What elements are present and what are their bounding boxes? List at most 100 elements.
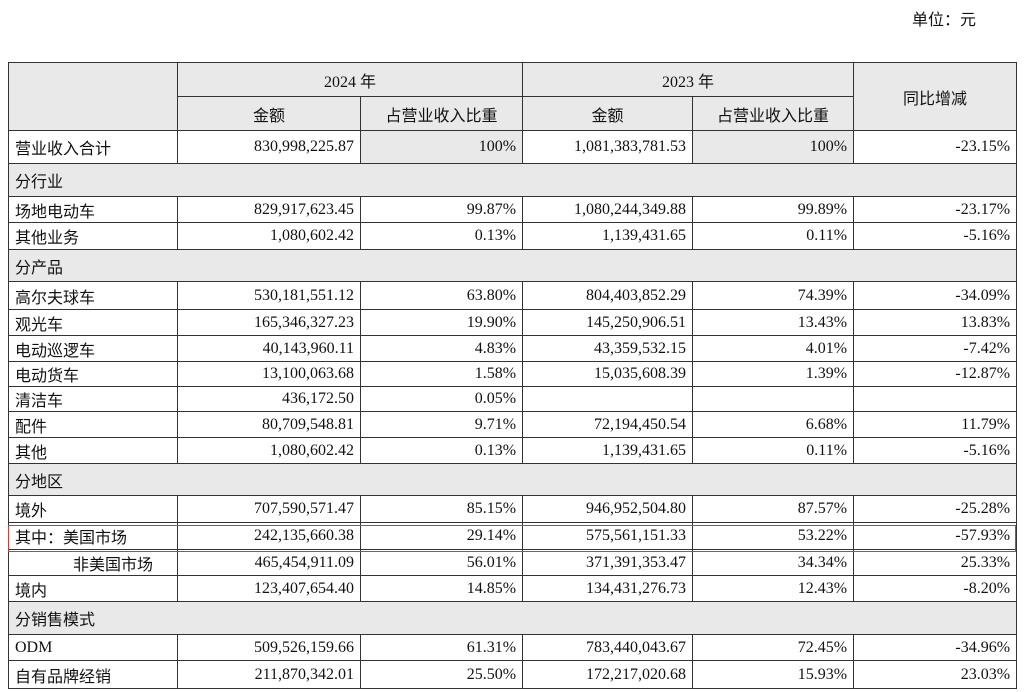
table-row: 清洁车 436,172.50 0.05% <box>8 386 1018 412</box>
value-cell: 25.33% <box>853 549 1018 576</box>
value-cell: 56.01% <box>359 549 524 576</box>
row-label: 电动巡逻车 <box>8 335 178 362</box>
table-row: 高尔夫球车 530,181,551.12 63.80% 804,403,852.29 7… <box>8 281 1018 310</box>
value-cell: 100% <box>692 130 855 164</box>
value-cell: 165,346,327.23 <box>177 309 361 336</box>
value-cell: -12.87% <box>853 361 1018 387</box>
value-cell: 34.34% <box>692 549 855 576</box>
table-row: 分产品 <box>7 249 1018 282</box>
value-cell: 4.83% <box>359 335 524 362</box>
value-cell: 211,870,342.01 <box>177 660 361 689</box>
value-cell: -8.20% <box>853 575 1018 602</box>
row-label: 其他 <box>8 437 178 464</box>
value-cell: 783,440,043.67 <box>522 634 694 661</box>
value-cell <box>853 386 1018 412</box>
value-cell: -5.16% <box>853 437 1018 464</box>
value-cell: 74.39% <box>692 281 855 310</box>
row-label: 观光车 <box>8 309 178 336</box>
header-cell: 2024 年 <box>176 62 524 97</box>
value-cell: -5.16% <box>853 222 1018 250</box>
value-cell: 575,561,151.33 <box>522 522 694 550</box>
value-cell: 830,998,225.87 <box>177 130 361 164</box>
value-cell: -57.93% <box>853 522 1018 550</box>
value-cell: -7.42% <box>853 335 1018 362</box>
value-cell: 804,403,852.29 <box>522 281 694 310</box>
value-cell: 0.13% <box>359 222 524 250</box>
row-label: ODM <box>8 634 178 661</box>
value-cell: 14.85% <box>359 575 524 602</box>
table-row: 自有品牌经销 211,870,342.01 25.50% 172,217,020.68… <box>8 660 1018 689</box>
table-row: 观光车 165,346,327.23 19.90% 145,250,906.51 13.… <box>8 309 1018 336</box>
table-row: 分地区 <box>7 463 1018 496</box>
section-cell: 分地区 <box>7 463 1018 496</box>
value-cell: 15,035,608.39 <box>522 361 694 387</box>
table-row: 场地电动车 829,917,623.45 99.87% 1,080,244,349.8… <box>8 196 1018 223</box>
table-row: 其他业务 1,080,602.42 0.13% 1,139,431.65 0.11% -5… <box>8 222 1018 250</box>
header-cell: 金额 <box>522 96 694 131</box>
section-cell: 分销售模式 <box>7 601 1018 635</box>
row-label: 境外 <box>8 495 178 523</box>
value-cell: 829,917,623.45 <box>177 196 361 223</box>
value-cell: 1,081,383,781.53 <box>522 130 694 164</box>
value-cell: 72,194,450.54 <box>522 411 694 438</box>
value-cell: -34.96% <box>853 634 1018 661</box>
value-cell: 61.31% <box>359 634 524 661</box>
value-cell: 0.05% <box>359 386 524 412</box>
value-cell: 172,217,020.68 <box>522 660 694 689</box>
value-cell: 100% <box>359 130 524 164</box>
row-label: 高尔夫球车 <box>8 281 178 310</box>
value-cell: -23.17% <box>853 196 1018 223</box>
value-cell: 63.80% <box>359 281 524 310</box>
table-row: 电动货车 13,100,063.68 1.58% 15,035,608.39 1.39%… <box>8 361 1018 387</box>
table-row: 营业收入合计 830,998,225.87 100% 1,081,383,781.53… <box>8 130 1018 164</box>
row-label: 营业收入合计 <box>8 130 178 164</box>
unit-label: 单位：元 <box>912 12 977 29</box>
value-cell: 134,431,276.73 <box>522 575 694 602</box>
value-cell: 707,590,571.47 <box>177 495 361 523</box>
row-label: 其中：美国市场 <box>8 522 178 550</box>
value-cell: 23.03% <box>853 660 1018 689</box>
value-cell: 530,181,551.12 <box>177 281 361 310</box>
value-cell: 4.01% <box>692 335 855 362</box>
table-row: 境外 707,590,571.47 85.15% 946,952,504.80 87.5… <box>8 495 1018 523</box>
value-cell: 99.89% <box>692 196 855 223</box>
row-label: 非美国市场 <box>8 549 178 576</box>
table-row: 境内 123,407,654.40 14.85% 134,431,276.73 12.4… <box>8 575 1018 602</box>
value-cell: 99.87% <box>359 196 524 223</box>
section-cell: 分行业 <box>7 163 1018 197</box>
value-cell: 19.90% <box>359 309 524 336</box>
value-cell: 1.58% <box>359 361 524 387</box>
table-header: 2024 年 2023 年 同比增减 金额 占营业收入比重 金额 占营业收入比重 <box>8 62 1018 131</box>
value-cell: 85.15% <box>359 495 524 523</box>
row-label: 电动货车 <box>8 361 178 387</box>
value-cell: 145,250,906.51 <box>522 309 694 336</box>
value-cell: 13.83% <box>853 309 1018 336</box>
value-cell: 6.68% <box>692 411 855 438</box>
value-cell: 40,143,960.11 <box>177 335 361 362</box>
value-cell: 0.13% <box>359 437 524 464</box>
value-cell: 0.11% <box>692 437 855 464</box>
value-cell: 509,526,159.66 <box>177 634 361 661</box>
value-cell: 1,139,431.65 <box>522 222 694 250</box>
header-cell: 金额 <box>177 96 361 131</box>
value-cell: 53.22% <box>692 522 855 550</box>
table-body: 营业收入合计 830,998,225.87 100% 1,081,383,781.53… <box>7 130 1018 689</box>
table-row: 其中：美国市场 242,135,660.38 29.14% 575,561,151.3… <box>8 522 1018 550</box>
value-cell: 1,080,244,349.88 <box>522 196 694 223</box>
value-cell: 1,139,431.65 <box>522 437 694 464</box>
header-cell: 2023 年 <box>522 62 855 97</box>
value-cell: 13,100,063.68 <box>177 361 361 387</box>
value-cell: 1,080,602.42 <box>177 222 361 250</box>
table-row: 非美国市场 465,454,911.09 56.01% 371,391,353.47 3… <box>8 549 1018 576</box>
row-label: 自有品牌经销 <box>8 660 178 689</box>
value-cell: 465,454,911.09 <box>177 549 361 576</box>
value-cell: 436,172.50 <box>177 386 361 412</box>
table-row: 其他 1,080,602.42 0.13% 1,139,431.65 0.11% -5.1… <box>8 437 1018 464</box>
value-cell: 13.43% <box>692 309 855 336</box>
header-cell: 同比增减 <box>853 62 1018 131</box>
row-label: 配件 <box>8 411 178 438</box>
value-cell: -23.15% <box>853 130 1018 164</box>
value-cell: 9.71% <box>359 411 524 438</box>
value-cell: 80,709,548.81 <box>177 411 361 438</box>
table-row: 配件 80,709,548.81 9.71% 72,194,450.54 6.68% 11… <box>8 411 1018 438</box>
